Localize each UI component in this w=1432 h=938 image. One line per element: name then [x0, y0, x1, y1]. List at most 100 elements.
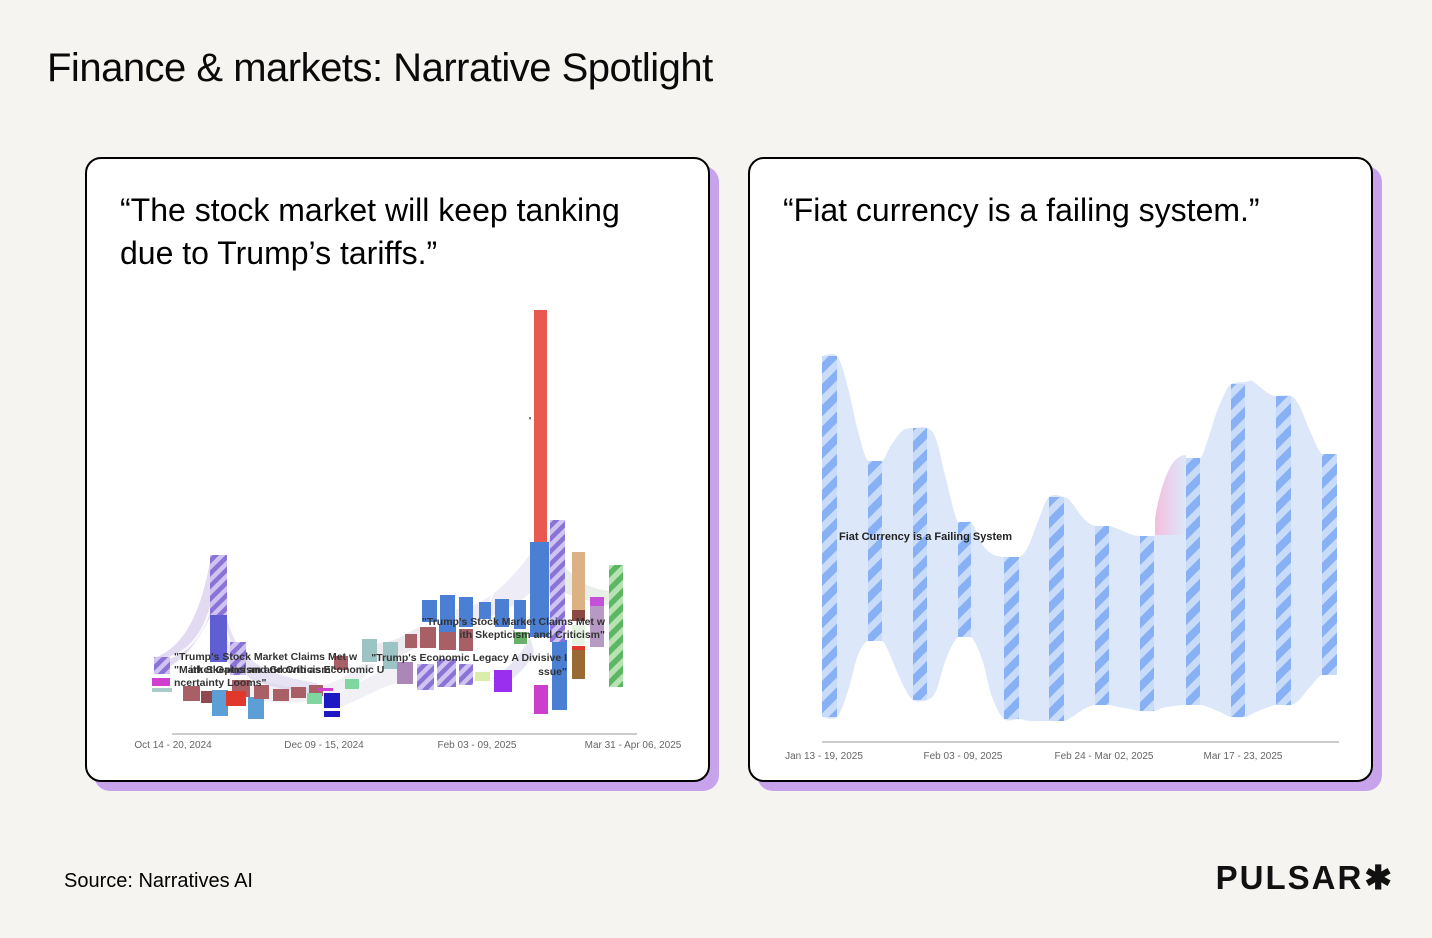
hatched-bar — [1276, 396, 1291, 705]
series-label: Fiat Currency is a Failing System — [839, 531, 1012, 543]
chart-bar — [183, 686, 200, 701]
chart-bar — [405, 634, 417, 648]
x-axis-tick-label: Jan 13 - 19, 2025 — [785, 751, 863, 762]
chart-bar — [152, 678, 170, 686]
axis-layer: Jan 13 - 19, 2025 Feb 03 - 09, 2025 Feb 24… — [785, 741, 1339, 762]
chart-bar — [226, 691, 246, 706]
chart-bar — [495, 599, 509, 627]
narrative-label: "Trump's Stock Market Claims Met w — [422, 616, 606, 628]
chart-bar — [514, 600, 526, 629]
chart-bar — [230, 642, 246, 675]
chart-bar — [152, 688, 172, 692]
chart-bar — [362, 639, 377, 662]
chart-bar — [459, 629, 473, 651]
chart-bar — [309, 685, 323, 696]
flow-guide — [485, 313, 536, 610]
chart-bar — [590, 606, 604, 647]
chart-bar — [475, 672, 490, 681]
hatched-bar — [913, 428, 927, 700]
narrative-label: "Market Gains and Growth as Economic U — [174, 664, 384, 676]
hatched-bar — [1231, 384, 1245, 717]
chart-bar — [494, 670, 512, 692]
chart-bar — [459, 597, 473, 627]
chart-bar — [422, 600, 437, 622]
chart-bar — [210, 555, 227, 617]
flow-ribbon — [227, 619, 317, 694]
hatched-bar — [1095, 526, 1109, 705]
chart-bar — [210, 615, 227, 662]
chart-bar — [479, 602, 491, 619]
chart-bar — [345, 679, 359, 689]
chart-bar — [397, 662, 413, 684]
hatched-bar — [1049, 497, 1064, 721]
chart-bar — [437, 659, 456, 687]
chart-bar — [530, 542, 549, 637]
narrative-label: ith Skepticism and Criticism" — [459, 629, 605, 641]
pink-highlight-area — [1155, 455, 1186, 535]
chart-bar — [212, 690, 228, 716]
chart-bar — [552, 640, 567, 710]
flow-ribbon — [323, 665, 398, 710]
x-axis-tick-label: Feb 24 - Mar 02, 2025 — [1055, 751, 1154, 762]
x-axis-tick-label: Feb 03 - 09, 2025 — [438, 740, 517, 751]
chart-bar — [324, 693, 340, 708]
chart-bar — [534, 685, 548, 714]
card-stock-market: "Trump's Stock Market Claims Met w ith Sk… — [85, 157, 710, 782]
x-axis-tick-label: Oct 14 - 20, 2024 — [134, 740, 212, 751]
chart-bar — [154, 657, 170, 674]
narrative-label: ssue" — [538, 666, 567, 678]
stream-area — [822, 353, 1337, 722]
chart-bar — [254, 685, 269, 699]
hatched-bar — [958, 522, 971, 637]
flow-ribbon — [491, 637, 534, 679]
x-axis-tick-label: Feb 03 - 09, 2025 — [924, 751, 1003, 762]
bars-layer — [822, 356, 1337, 721]
hatched-bar — [1004, 557, 1019, 719]
hatched-bar — [868, 461, 882, 641]
page-title: Finance & markets: Narrative Spotlight — [47, 46, 713, 90]
chart-bar — [317, 688, 333, 691]
x-axis-tick-label: Dec 09 - 15, 2024 — [284, 740, 364, 751]
chart-bar — [590, 597, 604, 606]
chart-bar — [417, 664, 434, 690]
hatched-bar — [822, 356, 837, 717]
narrative-chart-fiat-currency: Fiat Currency is a Failing System Jan 13 … — [785, 353, 1339, 762]
narrative-label: ' — [529, 415, 532, 427]
narrative-label: "Trump's Economic Legacy A Divisive I — [371, 652, 567, 664]
chart-bar — [609, 565, 623, 687]
hatched-bar — [1140, 536, 1154, 711]
asterisk-icon: ✱ — [1364, 859, 1394, 896]
hatched-bar — [1322, 454, 1337, 675]
chart-bar — [572, 646, 585, 650]
chart-bar — [383, 642, 398, 669]
x-axis-tick-label: Mar 17 - 23, 2025 — [1204, 751, 1283, 762]
chart-bar — [440, 595, 455, 632]
chart-bar — [248, 697, 264, 719]
narrative-label: "Trump's Stock Market Claims Met w — [174, 651, 358, 663]
narrative-label: ith Skepticism and Criticism" — [190, 664, 336, 676]
chart-bar — [572, 625, 585, 645]
card-fiat-currency: Fiat Currency is a Failing System Jan 13 … — [748, 157, 1373, 782]
chart-bar — [307, 693, 322, 704]
quote-stock-market: “The stock market will keep tanking due … — [120, 192, 620, 272]
chart-bar — [334, 656, 348, 670]
narrative-label: ncertainty Looms" — [174, 677, 267, 689]
chart-bar — [572, 552, 585, 610]
chart-bar — [420, 627, 436, 648]
x-axis-tick-label: Mar 31 - Apr 06, 2025 — [585, 740, 682, 751]
chart-bar — [514, 632, 527, 644]
pulsar-logo: PULSAR✱ — [1216, 858, 1394, 897]
chart-bar — [550, 520, 565, 642]
chart-bar — [291, 687, 306, 698]
axis-layer: Oct 14 - 20, 2024 Dec 09 - 15, 2024 Feb 03… — [134, 733, 682, 751]
pulsar-logo-text: PULSAR — [1215, 859, 1364, 896]
hatched-bar — [1186, 458, 1200, 705]
chart-bar — [572, 610, 585, 621]
chart-bar — [534, 310, 547, 542]
quote-fiat-currency: “Fiat currency is a failing system.” — [783, 192, 1260, 228]
chart-bar — [572, 650, 585, 679]
chart-bar — [324, 711, 340, 717]
bars-layer — [152, 310, 623, 719]
